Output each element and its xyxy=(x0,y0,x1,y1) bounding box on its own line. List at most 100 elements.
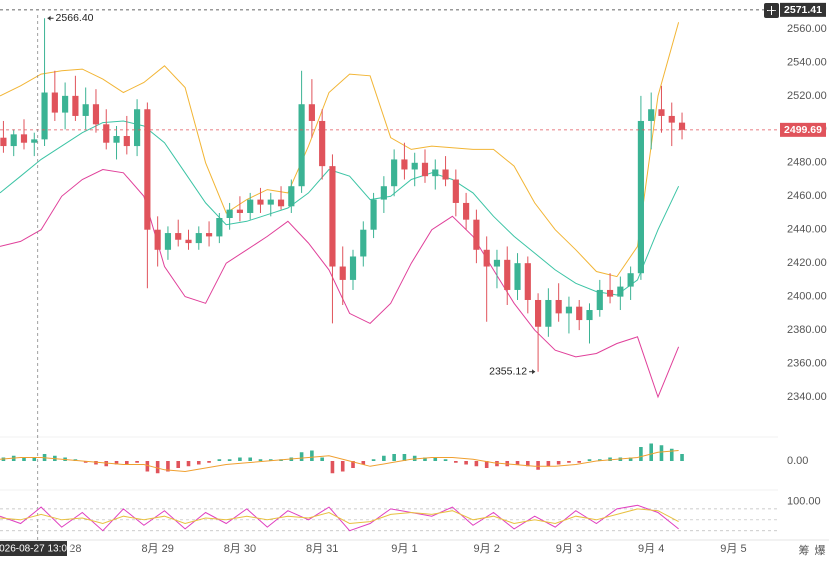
candle-body xyxy=(596,289,603,311)
histogram-bar xyxy=(155,461,160,474)
candle-body xyxy=(277,199,285,207)
candle-body xyxy=(380,186,387,200)
candle-body xyxy=(298,104,305,187)
histogram-bar xyxy=(258,459,263,461)
y-tick-label: 2480.00 xyxy=(787,157,827,169)
candle-body xyxy=(483,249,490,267)
x-tick-label: 9月 5 xyxy=(720,543,746,555)
histogram-bar xyxy=(526,461,530,467)
candle-body xyxy=(154,229,161,250)
crosshair-label: 2026-08-27 13:00 xyxy=(0,544,73,555)
histogram-bar xyxy=(299,452,304,461)
candle-body xyxy=(31,139,38,143)
histogram-bar xyxy=(659,445,664,461)
toolbar-button[interactable]: 筹 xyxy=(799,543,810,557)
candle-body xyxy=(205,233,213,237)
toolbar-button[interactable]: 爆 xyxy=(815,543,826,557)
y-tick-label: 2380.00 xyxy=(787,324,827,336)
candle-body xyxy=(226,209,233,219)
candle-body xyxy=(329,166,336,267)
add-button[interactable] xyxy=(764,3,779,18)
candle-body xyxy=(72,95,79,116)
candle-body xyxy=(319,120,326,167)
histogram-bar xyxy=(176,461,181,468)
candle-body xyxy=(452,179,459,203)
candle-body xyxy=(339,266,346,280)
candle-body xyxy=(678,122,686,130)
histogram-bar xyxy=(94,461,98,465)
histogram-bar xyxy=(217,459,222,461)
histogram-bar xyxy=(464,461,468,465)
histogram-bar xyxy=(402,454,407,461)
candle-body xyxy=(514,263,521,290)
candle-body xyxy=(0,137,7,147)
candle-body xyxy=(82,104,89,116)
annotation-arrowhead xyxy=(47,15,51,21)
histogram-bar xyxy=(83,461,88,463)
candle-body xyxy=(103,124,110,143)
x-tick-label: 9月 2 xyxy=(474,543,500,555)
price-label: 2571.41 xyxy=(784,4,822,16)
candle-body xyxy=(421,162,429,177)
histogram-bar xyxy=(649,443,653,461)
price-label-bg xyxy=(780,2,826,17)
histogram-bar xyxy=(587,459,592,461)
x-tick-label: 9月 3 xyxy=(556,543,582,555)
signal-line xyxy=(0,450,679,473)
histogram-bar xyxy=(361,461,366,465)
crosshair-label-bg xyxy=(0,541,67,556)
candle-body xyxy=(216,218,223,237)
histogram-bar xyxy=(454,461,458,463)
candle-body xyxy=(51,92,58,113)
x-tick-label: 8月 31 xyxy=(306,543,338,555)
histogram-bar xyxy=(371,459,376,461)
candle-body xyxy=(576,306,583,321)
histogram-bar xyxy=(382,455,386,461)
histogram-bar xyxy=(412,455,417,461)
histogram-bar xyxy=(423,457,427,461)
candle-body xyxy=(668,115,675,123)
x-tick-label: 8月 29 xyxy=(141,543,173,555)
histogram-bar xyxy=(22,457,26,461)
price-label: 2499.69 xyxy=(784,124,822,136)
histogram-bar xyxy=(32,457,37,461)
histogram-bar xyxy=(639,447,643,461)
band-line xyxy=(0,120,680,296)
histogram-bar xyxy=(238,457,242,461)
y-tick-label: 2520.00 xyxy=(787,90,827,102)
histogram-bar xyxy=(443,459,448,461)
candle-body xyxy=(648,109,655,121)
candle-body xyxy=(627,273,634,287)
x-tick-label: 9月 4 xyxy=(638,543,664,555)
histogram-bar xyxy=(495,461,499,467)
candle-body xyxy=(195,233,202,244)
y-tick-label: 2340.00 xyxy=(787,391,827,403)
histogram-bar xyxy=(597,459,602,461)
x-tick-label: 8月 30 xyxy=(224,543,256,555)
histogram-bar xyxy=(577,461,582,463)
histogram-bar xyxy=(248,457,252,461)
candle-body xyxy=(545,299,552,327)
candle-body xyxy=(349,256,357,280)
y-tick-label: 2540.00 xyxy=(787,56,827,68)
candle-body xyxy=(308,104,315,121)
candle-body xyxy=(401,159,408,170)
candle-body xyxy=(617,286,624,297)
candle-body xyxy=(92,104,100,125)
candle-body xyxy=(164,233,172,250)
candle-body xyxy=(555,299,562,314)
candle-body xyxy=(504,259,511,290)
histogram-bar xyxy=(227,459,232,461)
candle-body xyxy=(134,109,141,147)
candle-body xyxy=(62,95,69,113)
histogram-bar xyxy=(484,461,489,468)
x-tick-label: 28 xyxy=(69,543,81,555)
candle-body xyxy=(524,263,531,300)
histogram-bar xyxy=(628,457,633,461)
y-tick-label: 2440.00 xyxy=(787,224,827,236)
candle-body xyxy=(360,229,367,257)
candle-body xyxy=(185,239,192,244)
price-label-bg xyxy=(780,122,826,137)
histogram-bar xyxy=(669,448,674,461)
